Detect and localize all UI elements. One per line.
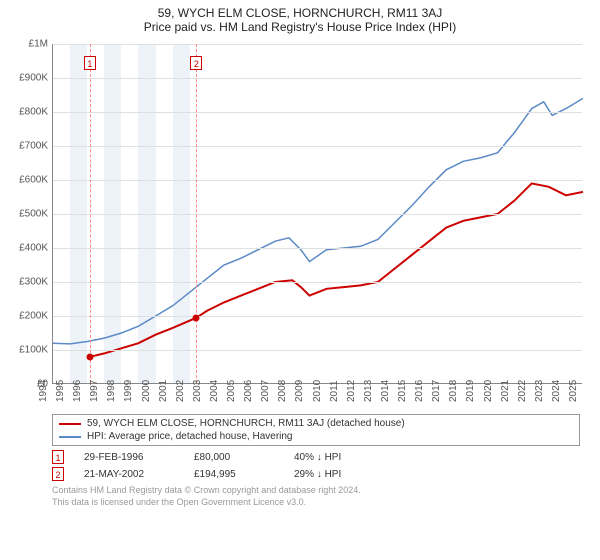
gridline-y — [53, 78, 582, 79]
x-tick-label: 1999 — [123, 380, 134, 402]
x-tick-label: 2015 — [397, 380, 408, 402]
event-marker-box: 1 — [84, 56, 96, 70]
sale-point-dot — [86, 353, 93, 360]
x-tick-label: 2011 — [329, 380, 340, 402]
x-tick-label: 2016 — [414, 380, 425, 402]
legend-panel: 59, WYCH ELM CLOSE, HORNCHURCH, RM11 3AJ… — [52, 414, 580, 446]
y-tick-label: £200K — [10, 311, 48, 322]
sale-date: 21-MAY-2002 — [84, 469, 174, 480]
x-tick-label: 2009 — [294, 380, 305, 402]
x-tick-label: 2004 — [209, 380, 220, 402]
event-marker-line — [196, 44, 197, 383]
legend-item: 59, WYCH ELM CLOSE, HORNCHURCH, RM11 3AJ… — [59, 417, 573, 430]
sale-price: £80,000 — [194, 452, 274, 463]
gridline-y — [53, 112, 582, 113]
sale-marker-box: 1 — [52, 450, 64, 464]
y-tick-label: £300K — [10, 277, 48, 288]
chart-area: 12 £0£100K£200K£300K£400K£500K£600K£700K… — [10, 40, 590, 410]
event-marker-line — [90, 44, 91, 383]
sale-date: 29-FEB-1996 — [84, 452, 174, 463]
x-tick-label: 2002 — [175, 380, 186, 402]
sale-delta: 29% ↓ HPI — [294, 469, 341, 480]
legend-label: HPI: Average price, detached house, Have… — [87, 431, 293, 442]
sale-row: 1 29-FEB-1996 £80,000 40% ↓ HPI — [52, 450, 580, 464]
title-address: 59, WYCH ELM CLOSE, HORNCHURCH, RM11 3AJ — [10, 6, 590, 20]
y-tick-label: £700K — [10, 141, 48, 152]
gridline-y — [53, 316, 582, 317]
footer-line2: This data is licensed under the Open Gov… — [52, 497, 580, 509]
x-tick-label: 2012 — [346, 380, 357, 402]
gridline-y — [53, 180, 582, 181]
footer-line1: Contains HM Land Registry data © Crown c… — [52, 485, 580, 497]
x-tick-label: 2023 — [534, 380, 545, 402]
plot-region: 12 — [52, 44, 582, 384]
footer-attribution: Contains HM Land Registry data © Crown c… — [52, 485, 580, 508]
sale-row: 2 21-MAY-2002 £194,995 29% ↓ HPI — [52, 467, 580, 481]
gridline-y — [53, 248, 582, 249]
x-tick-label: 2020 — [483, 380, 494, 402]
series-hpi — [53, 98, 583, 343]
legend-swatch — [59, 423, 81, 425]
gridline-y — [53, 146, 582, 147]
x-tick-label: 2013 — [363, 380, 374, 402]
x-tick-label: 1998 — [106, 380, 117, 402]
x-tick-label: 2022 — [517, 380, 528, 402]
x-tick-label: 2025 — [568, 380, 579, 402]
sale-price: £194,995 — [194, 469, 274, 480]
event-marker-box: 2 — [190, 56, 202, 70]
title-subtitle: Price paid vs. HM Land Registry's House … — [10, 20, 590, 34]
x-tick-label: 2024 — [551, 380, 562, 402]
x-tick-label: 2008 — [277, 380, 288, 402]
y-tick-label: £1M — [10, 39, 48, 50]
x-tick-label: 2006 — [243, 380, 254, 402]
sale-delta: 40% ↓ HPI — [294, 452, 341, 463]
x-tick-label: 2000 — [141, 380, 152, 402]
x-tick-label: 1994 — [38, 380, 49, 402]
x-tick-label: 2019 — [465, 380, 476, 402]
y-tick-label: £100K — [10, 345, 48, 356]
legend-item: HPI: Average price, detached house, Have… — [59, 430, 573, 443]
gridline-y — [53, 282, 582, 283]
sales-list: 1 29-FEB-1996 £80,000 40% ↓ HPI 2 21-MAY-2002… — [10, 450, 590, 481]
gridline-y — [53, 44, 582, 45]
x-tick-label: 1996 — [72, 380, 83, 402]
x-tick-label: 2021 — [500, 380, 511, 402]
x-tick-label: 1997 — [89, 380, 100, 402]
x-tick-label: 2018 — [448, 380, 459, 402]
x-tick-label: 2007 — [260, 380, 271, 402]
y-tick-label: £900K — [10, 73, 48, 84]
x-tick-label: 2003 — [192, 380, 203, 402]
legend-label: 59, WYCH ELM CLOSE, HORNCHURCH, RM11 3AJ… — [87, 418, 405, 429]
x-tick-label: 2017 — [431, 380, 442, 402]
chart-container: 59, WYCH ELM CLOSE, HORNCHURCH, RM11 3AJ… — [0, 0, 600, 560]
y-tick-label: £800K — [10, 107, 48, 118]
x-tick-label: 2001 — [158, 380, 169, 402]
y-tick-label: £500K — [10, 209, 48, 220]
series-price_paid — [90, 183, 583, 356]
sale-marker-box: 2 — [52, 467, 64, 481]
y-tick-label: £400K — [10, 243, 48, 254]
x-tick-label: 1995 — [55, 380, 66, 402]
gridline-y — [53, 350, 582, 351]
x-tick-label: 2014 — [380, 380, 391, 402]
legend-swatch — [59, 436, 81, 438]
gridline-y — [53, 214, 582, 215]
x-tick-label: 2010 — [312, 380, 323, 402]
x-tick-label: 2005 — [226, 380, 237, 402]
y-tick-label: £600K — [10, 175, 48, 186]
sale-point-dot — [193, 314, 200, 321]
